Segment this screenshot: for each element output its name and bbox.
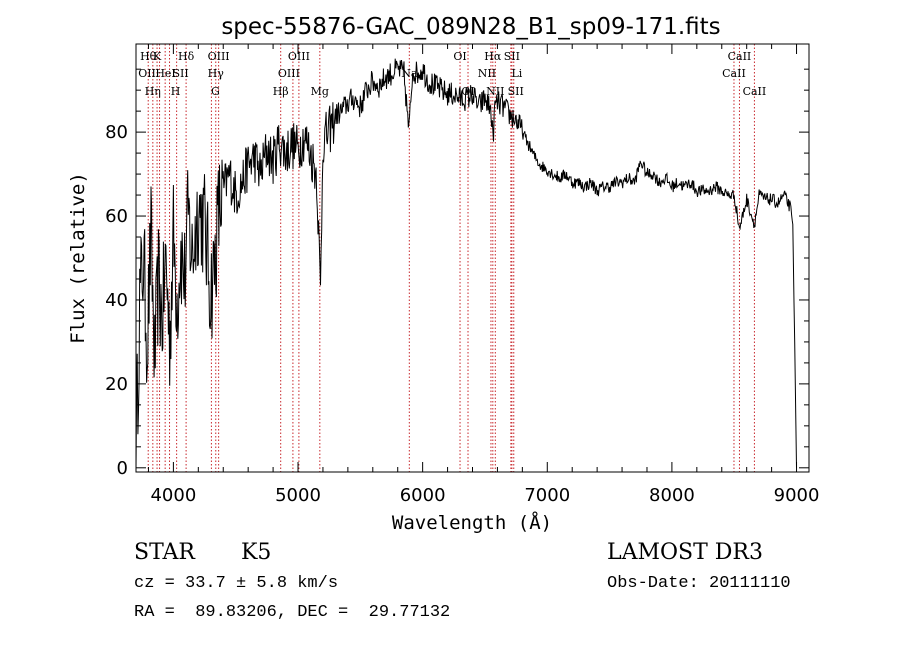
x-tick-label: 9000 (774, 485, 820, 506)
marker-label: Hθ (140, 50, 157, 63)
y-tick-label: 20 (105, 374, 128, 395)
spectrum-line (135, 58, 797, 470)
marker-label: K (153, 50, 162, 63)
x-tick-label: 4000 (150, 485, 196, 506)
marker-label: SII (173, 67, 189, 80)
chart-title: spec-55876-GAC_089N28_B1_sp09-171.fits (221, 14, 720, 40)
x-tick-label: 6000 (400, 485, 446, 506)
marker-label: CaII (722, 67, 746, 80)
class-label: STAR (134, 540, 195, 565)
observation-date: Obs-Date: 20111110 (607, 574, 791, 593)
spectrum-series (135, 58, 797, 470)
y-tick-label: 0 (117, 458, 128, 479)
x-tick-label: 5000 (275, 485, 321, 506)
redshift-velocity: cz = 33.7 ± 5.8 km/s (134, 574, 339, 593)
marker-label: NII (478, 67, 496, 80)
marker-label: SII (508, 85, 524, 98)
spectral-line-markers (147, 44, 755, 472)
marker-label: OI (453, 50, 466, 63)
marker-label: OIII (278, 67, 300, 80)
y-axis-label: Flux (relative) (67, 172, 89, 344)
x-axis: 4000 5000 6000 7000 8000 9000 (147, 44, 820, 506)
sky-coordinates: RA = 89.83206, DEC = 29.77132 (134, 603, 451, 622)
marker-label: Hδ (178, 50, 195, 63)
survey-label: LAMOST DR3 (607, 540, 763, 565)
marker-label: SII (504, 50, 520, 63)
marker-label: Hα (484, 50, 502, 63)
marker-label: Hβ (273, 85, 289, 98)
y-axis: 0 20 40 60 80 (105, 68, 809, 479)
marker-label: H (171, 85, 181, 98)
marker-label: G (211, 85, 220, 98)
marker-label: OIII (288, 50, 310, 63)
marker-label: OIII (208, 50, 230, 63)
marker-label: Li (511, 67, 522, 80)
marker-label: Mg (311, 85, 329, 98)
y-tick-label: 40 (105, 290, 128, 311)
marker-label: HeI (155, 67, 175, 80)
marker-label: Hη (145, 85, 161, 98)
y-tick-label: 80 (105, 122, 128, 143)
marker-label: Hγ (208, 67, 225, 80)
marker-label: OII (138, 67, 156, 80)
y-tick-label: 60 (105, 206, 128, 227)
x-tick-label: 8000 (649, 485, 695, 506)
x-axis-label: Wavelength (Å) (392, 511, 552, 534)
marker-label: CaII (743, 85, 767, 98)
marker-label: NII (486, 85, 504, 98)
marker-label: CaII (728, 50, 752, 63)
x-tick-label: 7000 (524, 485, 570, 506)
plot-frame (135, 43, 810, 473)
subclass-label: K5 (241, 540, 272, 565)
